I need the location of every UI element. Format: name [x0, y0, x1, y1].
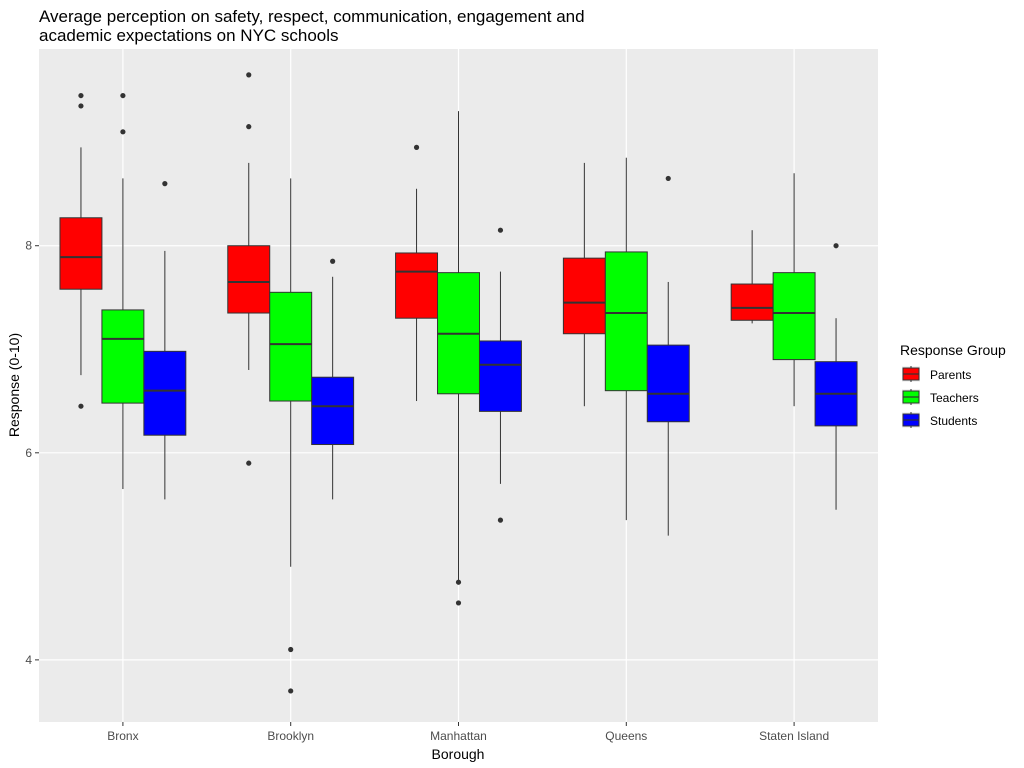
box-iqr [227, 245, 271, 314]
legend-title: Response Group [900, 342, 1006, 358]
box-outlier-point [78, 403, 84, 409]
box-iqr [772, 272, 816, 361]
box-layer [59, 72, 858, 694]
x-tick-label: Brooklyn [267, 729, 314, 743]
box-outlier-point [833, 243, 839, 249]
chart-title-line-2: academic expectations on NYC schools [39, 26, 339, 45]
x-axis-title: Borough [432, 746, 485, 762]
x-tick-label: Manhattan [430, 729, 487, 743]
box-outlier-point [78, 92, 84, 99]
box-outlier-point [413, 144, 420, 150]
legend-label: Teachers [930, 391, 979, 405]
box-outlier-point [455, 579, 462, 585]
box-outlier-point [246, 460, 252, 466]
box-outlier-point [120, 92, 126, 99]
chart-title-line-1: Average perception on safety, respect, c… [39, 7, 585, 26]
box-iqr [730, 283, 774, 321]
box-outlier-point [246, 124, 252, 130]
box-outlier-point [497, 227, 504, 233]
box-iqr [562, 257, 606, 335]
box-outlier-point [162, 181, 168, 187]
box-outlier-point [497, 517, 504, 523]
y-tick-label: 6 [25, 446, 32, 460]
box-iqr [143, 350, 187, 436]
y-axis-title: Response (0-10) [6, 333, 22, 437]
legend-label: Students [930, 414, 977, 428]
box-outlier-point [120, 129, 126, 135]
box-iqr [646, 344, 690, 423]
box-iqr [59, 217, 103, 290]
box-outlier-point [78, 103, 84, 109]
x-tick-label: Queens [605, 729, 647, 743]
box-iqr [269, 291, 313, 402]
axis-layer: 4 6 8 Bronx Brooklyn Manhattan Queens Staten Is… [25, 239, 829, 743]
box-outlier-point [455, 600, 462, 606]
box-iqr [604, 251, 648, 392]
y-tick-label: 8 [25, 239, 32, 253]
box-outlier-point [665, 175, 671, 182]
y-tick-label: 4 [25, 653, 32, 667]
legend-label: Parents [930, 368, 971, 382]
legend: Response Group Parents Teachers Students [900, 342, 1006, 428]
box-iqr [478, 340, 522, 412]
box-outlier-point [246, 72, 252, 78]
box-iqr [395, 252, 439, 319]
x-tick-label: Bronx [107, 729, 138, 743]
x-tick-label: Staten Island [759, 729, 829, 743]
box-outlier-point [330, 258, 336, 264]
box-outlier-point [288, 688, 294, 694]
box-iqr [101, 309, 145, 404]
box-iqr [311, 376, 355, 446]
box-outlier-point [288, 646, 294, 653]
